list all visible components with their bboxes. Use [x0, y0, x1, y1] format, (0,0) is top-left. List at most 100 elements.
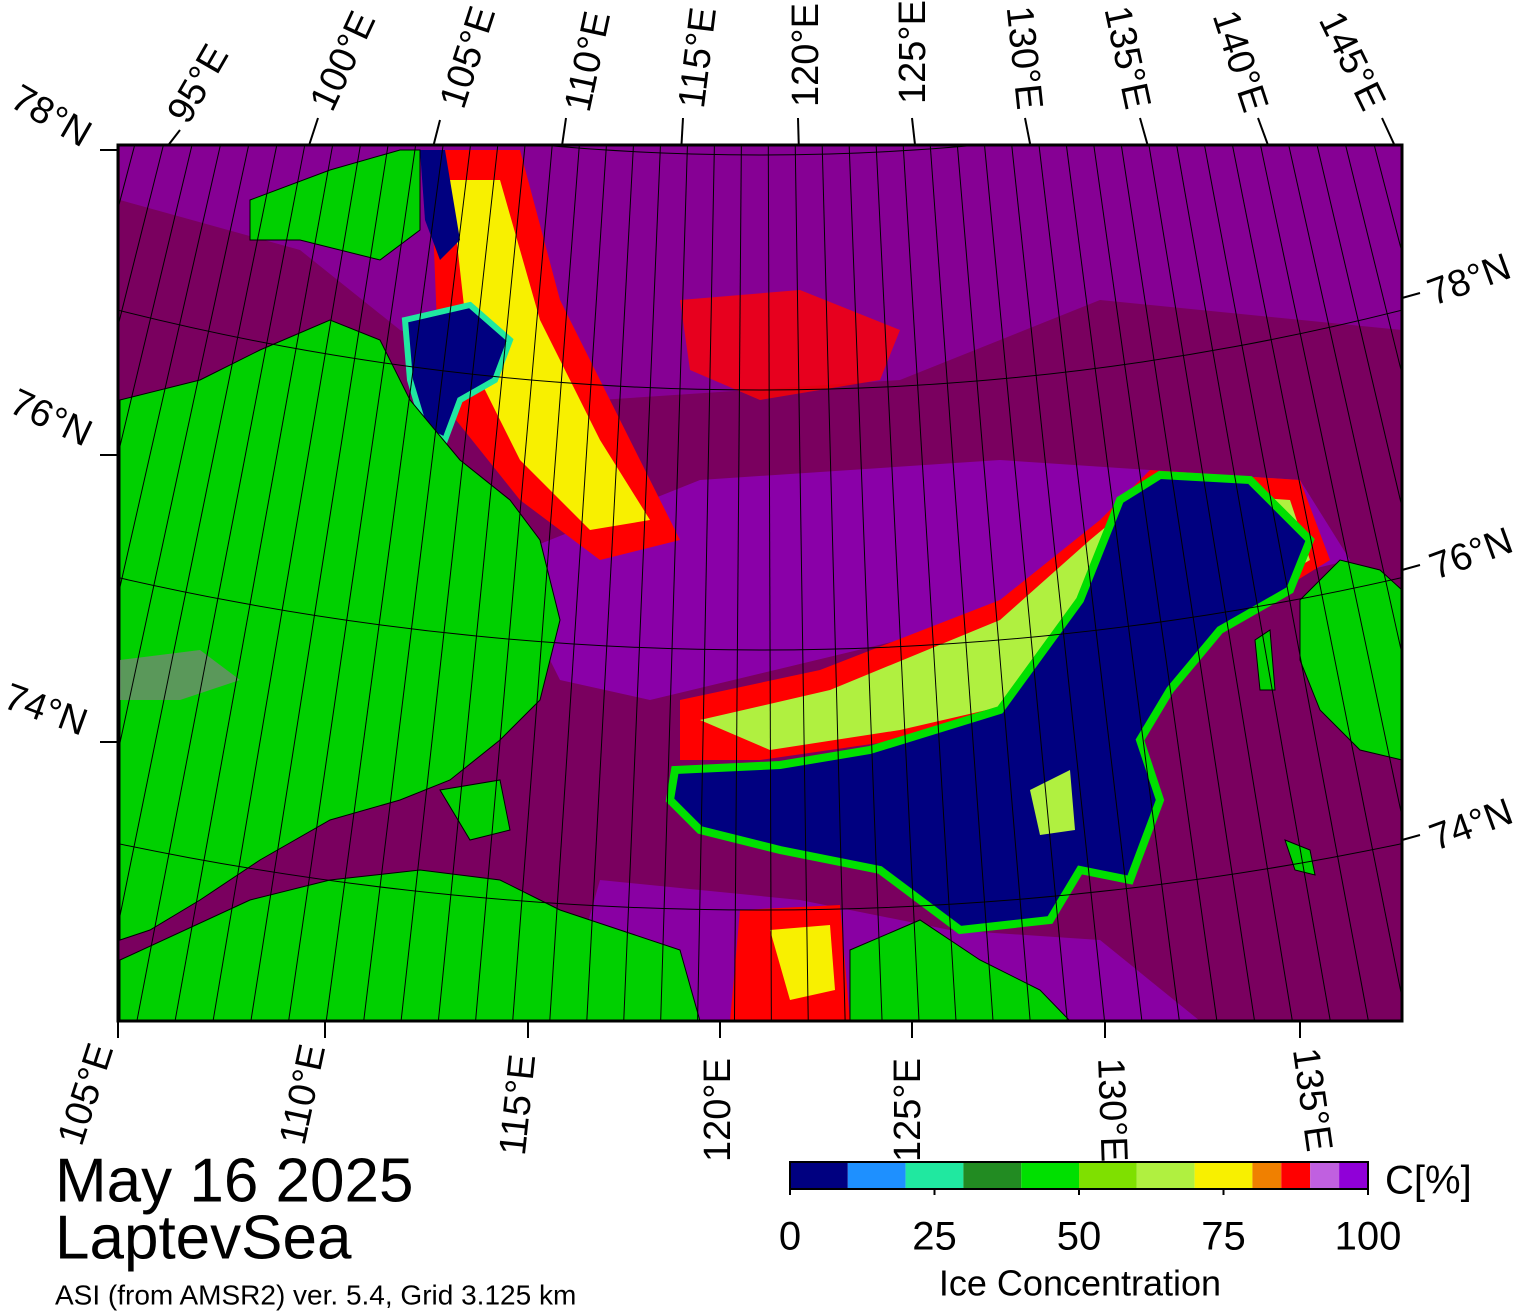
colorbar-tick-label: 50	[1057, 1215, 1102, 1259]
meridian	[437, 145, 526, 1021]
top-lon-label: 140°E	[1204, 5, 1276, 117]
meridian	[929, 145, 994, 1021]
meridian	[0, 0, 99, 1027]
top-lon-label: 125°E	[892, 0, 934, 104]
colorbar-tick-label: 0	[779, 1215, 801, 1259]
left-lat-label: 74°N	[0, 676, 93, 745]
tick	[1401, 564, 1421, 571]
tick	[911, 117, 917, 146]
tick	[1139, 117, 1149, 146]
colorbar-tick-label: 25	[912, 1215, 957, 1259]
colorbar-bin	[1252, 1162, 1282, 1189]
right-lat-label: 74°N	[1424, 791, 1518, 860]
colorbar-bin	[1079, 1162, 1137, 1189]
meridian	[1411, 0, 1525, 1031]
meridian	[118, 145, 250, 755]
meridian	[1093, 145, 1218, 1021]
meridian	[325, 145, 444, 1021]
tick	[1381, 117, 1396, 146]
bottom-lon-label: 120°E	[697, 1058, 739, 1162]
tick	[1401, 292, 1421, 299]
meridian	[136, 145, 306, 1021]
meridian	[733, 145, 742, 1021]
top-lon-label: 100°E	[302, 5, 384, 117]
meridian	[697, 145, 715, 1021]
graticule	[0, 0, 1525, 1037]
meridian	[400, 145, 499, 1021]
meridian	[1436, 0, 1525, 1020]
top-lon-label: 115°E	[671, 5, 725, 110]
tick	[308, 117, 319, 146]
tick	[432, 119, 441, 146]
map-area	[0, 0, 1525, 1037]
meridian	[1231, 145, 1402, 1001]
tick	[167, 129, 181, 146]
meridian	[1203, 145, 1369, 1021]
tick	[680, 117, 684, 146]
meridian	[660, 145, 688, 1021]
colorbar-bin	[1021, 1162, 1079, 1189]
bottom-lon-label: 130°E	[1089, 1057, 1135, 1162]
bottom-lon-label: 125°E	[887, 1058, 929, 1162]
left-lat-label: 76°N	[3, 381, 98, 455]
meridian	[118, 145, 136, 211]
meridian	[821, 145, 846, 1021]
meridian	[956, 145, 1031, 1021]
colorbar-bin	[905, 1162, 964, 1189]
meridian	[1011, 145, 1106, 1021]
meridian	[1038, 145, 1143, 1021]
meridian	[118, 145, 221, 599]
meridian	[586, 145, 634, 1021]
colorbar-unit: C[%]	[1385, 1159, 1472, 1203]
meridian	[118, 145, 193, 457]
colorbar-bin	[1194, 1162, 1253, 1189]
meridian	[902, 145, 957, 1021]
meridian	[174, 145, 334, 1021]
meridian	[623, 145, 661, 1021]
bottom-lon-label: 110°E	[272, 1041, 334, 1149]
meridian	[363, 145, 471, 1021]
top-lon-label: 95°E	[159, 38, 237, 131]
meridian	[0, 0, 124, 1037]
colorbar-bin	[1281, 1162, 1311, 1189]
date: May 16 2025	[55, 1146, 413, 1215]
meridian	[1176, 145, 1331, 1021]
bottom-lon-label: 115°E	[492, 1052, 544, 1157]
meridian	[875, 145, 920, 1021]
colorbar-bin	[847, 1162, 906, 1189]
top-lon-label: 105°E	[432, 1, 504, 113]
meridian	[288, 145, 417, 1021]
meridian	[250, 145, 389, 1021]
left-lat-label: 78°N	[4, 77, 99, 156]
meridian	[767, 145, 772, 1021]
meridian	[1288, 145, 1402, 657]
meridian	[212, 145, 361, 1021]
meridian	[512, 145, 580, 1021]
colorbar-tick-label: 75	[1201, 1215, 1246, 1259]
top-lon-label: 110°E	[557, 8, 619, 116]
region: LaptevSea	[55, 1203, 352, 1272]
tick	[1401, 834, 1421, 841]
colorbar-tick-label: 100	[1335, 1215, 1402, 1259]
top-lon-label: 145°E	[1310, 5, 1393, 117]
right-lat-label: 76°N	[1424, 520, 1518, 589]
meridian	[1065, 145, 1180, 1021]
meridian	[1259, 145, 1402, 819]
colorbar-bin	[1339, 1162, 1368, 1189]
meridian	[1316, 145, 1402, 510]
meridian	[549, 145, 607, 1021]
top-lon-label: 130°E	[998, 4, 1051, 112]
tick	[561, 117, 567, 146]
meridian	[794, 145, 809, 1021]
tick	[797, 117, 800, 146]
colorbar-bin	[1310, 1162, 1340, 1189]
top-lon-label: 135°E	[1096, 2, 1159, 112]
source: ASI (from AMSR2) ver. 5.4, Grid 3.125 km	[55, 1279, 576, 1310]
colorbar-bin	[1136, 1162, 1195, 1189]
tick	[1257, 117, 1269, 146]
meridian	[1373, 145, 1402, 255]
tick	[1024, 117, 1032, 146]
colorbar-bin	[790, 1162, 848, 1189]
meridian	[1120, 145, 1256, 1021]
